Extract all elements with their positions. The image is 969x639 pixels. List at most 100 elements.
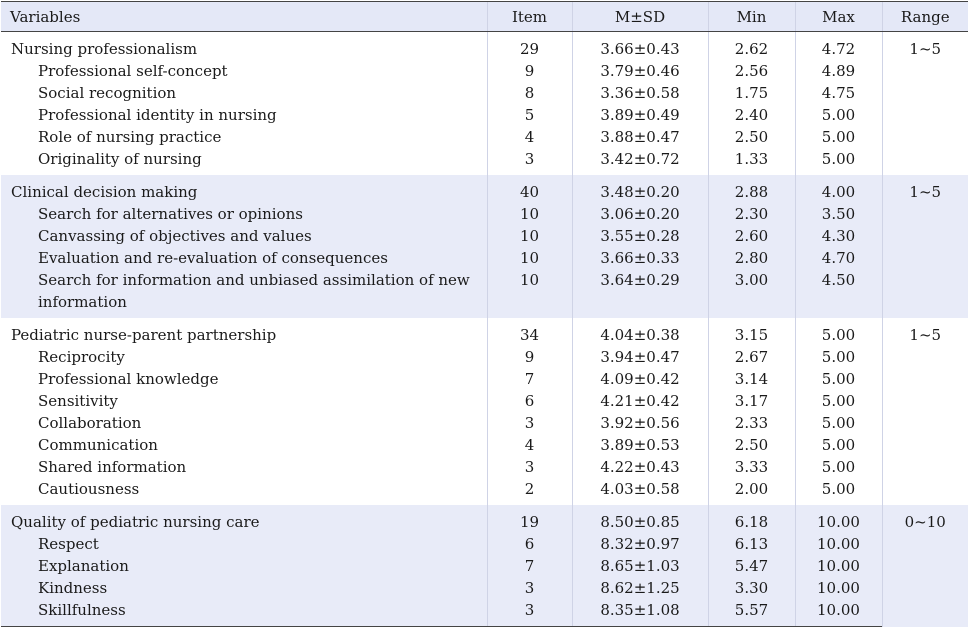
- min-value: 2.40: [707, 104, 795, 126]
- item-count: 9: [486, 346, 572, 368]
- mean-sd: 4.22±0.43: [571, 456, 708, 478]
- header-max: Max: [794, 1, 882, 32]
- header-item: Item: [486, 1, 572, 32]
- max-value: 10.00: [794, 577, 882, 599]
- mean-sd: 8.50±0.85: [571, 505, 708, 533]
- min-value: 2.62: [707, 31, 795, 60]
- subvariable-name: Evaluation and re-evaluation of conseque…: [1, 247, 487, 269]
- mean-sd: 8.62±1.25: [571, 577, 708, 599]
- item-count: 4: [486, 434, 572, 456]
- item-count: 34: [486, 318, 572, 346]
- statistics-table: Variables Item M±SD Min Max Range Nursin…: [1, 1, 968, 627]
- mean-sd: 3.66±0.43: [571, 31, 708, 60]
- subvariable-name: Sensitivity: [38, 392, 118, 410]
- variable-name: Nursing professionalism: [11, 40, 198, 58]
- table-row: Pediatric nurse-parent partnership 34 4.04…: [1, 318, 968, 505]
- mean-sd: 3.48±0.20: [571, 175, 708, 203]
- subvariable-name: Respect: [1, 533, 487, 555]
- header-variables: Variables: [1, 1, 487, 32]
- mean-sd: 3.36±0.58: [571, 82, 708, 104]
- variable-name: Pediatric nurse-parent partnership: [11, 326, 277, 344]
- max-value: 4.75: [794, 82, 882, 104]
- max-value: 5.00: [794, 104, 882, 126]
- min-value: 2.67: [707, 346, 795, 368]
- min-value: 2.50: [707, 126, 795, 148]
- table-row: Search for information and unbiased assi…: [1, 269, 968, 318]
- subvariable-name: Kindness: [1, 577, 487, 599]
- item-count: 3: [486, 599, 572, 627]
- table-row: Shared information 3 4.22±0.43 3.33 5.00: [1, 456, 968, 478]
- max-value: 4.89: [794, 60, 882, 82]
- item-count: 19: [486, 505, 572, 533]
- subvariable-name: Shared information: [38, 458, 187, 476]
- max-value: 4.00: [794, 175, 882, 203]
- max-value: 5.00: [794, 318, 882, 346]
- max-value: 5.00: [794, 478, 882, 505]
- subvariable-name: Canvassing of objectives and values: [1, 225, 487, 247]
- mean-sd: 4.04±0.38: [571, 318, 708, 346]
- subvariable-name: Professional knowledge: [38, 370, 219, 388]
- mean-sd: 8.35±1.08: [571, 599, 708, 627]
- range-value: 1~5: [881, 31, 968, 175]
- table-row: Kindness 3 8.62±1.25 3.30 10.00: [1, 577, 968, 599]
- max-value: 3.50: [794, 203, 882, 225]
- min-value: 3.30: [707, 577, 795, 599]
- mean-sd: 3.94±0.47: [571, 346, 708, 368]
- mean-sd: 4.21±0.42: [571, 390, 708, 412]
- variable-group: Nursing professionalism 29 3.66±0.43 2.62 4.…: [1, 31, 968, 175]
- table-row: Professional self-concept 9 3.79±0.46 2.56 4…: [1, 60, 968, 82]
- table-row: Clinical decision making 40 3.48±0.20 2.88 4…: [1, 175, 968, 318]
- variable-name: Quality of pediatric nursing care: [1, 505, 487, 533]
- table-row: Quality of pediatric nursing care 19 8.50±…: [1, 505, 968, 627]
- max-value: 4.50: [794, 269, 882, 318]
- max-value: 5.00: [794, 390, 882, 412]
- table-row: Respect 6 8.32±0.97 6.13 10.00: [1, 533, 968, 555]
- max-value: 5.00: [794, 368, 882, 390]
- item-count: 40: [486, 175, 572, 203]
- table-row: Evaluation and re-evaluation of conseque…: [1, 247, 968, 269]
- subvariable-name: Professional identity in nursing: [38, 106, 277, 124]
- mean-sd: 3.88±0.47: [571, 126, 708, 148]
- max-value: 4.70: [794, 247, 882, 269]
- table-row: Professional knowledge 7 4.09±0.42 3.14 5.00: [1, 368, 968, 390]
- subvariable-name: Social recognition: [38, 84, 177, 102]
- min-value: 2.60: [707, 225, 795, 247]
- table-row: Sensitivity 6 4.21±0.42 3.17 5.00: [1, 390, 968, 412]
- min-value: 2.33: [707, 412, 795, 434]
- min-value: 2.88: [707, 175, 795, 203]
- subvariable-name: Explanation: [1, 555, 487, 577]
- item-count: 10: [486, 269, 572, 318]
- mean-sd: 3.79±0.46: [571, 60, 708, 82]
- table-row: Skillfulness 3 8.35±1.08 5.57 10.00: [1, 599, 968, 627]
- subvariable-name: Communication: [38, 436, 158, 454]
- mean-sd: 3.55±0.28: [571, 225, 708, 247]
- item-count: 10: [486, 225, 572, 247]
- max-value: 4.72: [794, 31, 882, 60]
- subvariable-name: Search for alternatives or opinions: [1, 203, 487, 225]
- mean-sd: 3.06±0.20: [571, 203, 708, 225]
- header-range: Range: [881, 1, 968, 32]
- item-count: 2: [486, 478, 572, 505]
- subvariable-name: Cautiousness: [38, 480, 140, 498]
- variable-name: Clinical decision making: [1, 175, 487, 203]
- max-value: 10.00: [794, 555, 882, 577]
- range-value: 1~5: [881, 175, 968, 318]
- mean-sd: 8.65±1.03: [571, 555, 708, 577]
- table-row: Explanation 7 8.65±1.03 5.47 10.00: [1, 555, 968, 577]
- max-value: 5.00: [794, 412, 882, 434]
- variable-group: Quality of pediatric nursing care 19 8.50±…: [1, 505, 968, 627]
- min-value: 3.15: [707, 318, 795, 346]
- subvariable-name: Collaboration: [38, 414, 142, 432]
- item-count: 6: [486, 533, 572, 555]
- item-count: 8: [486, 82, 572, 104]
- table-row: Collaboration 3 3.92±0.56 2.33 5.00: [1, 412, 968, 434]
- max-value: 5.00: [794, 126, 882, 148]
- item-count: 10: [486, 203, 572, 225]
- mean-sd: 4.09±0.42: [571, 368, 708, 390]
- min-value: 2.56: [707, 60, 795, 82]
- item-count: 3: [486, 577, 572, 599]
- subvariable-name: Professional self-concept: [38, 62, 228, 80]
- min-value: 2.30: [707, 203, 795, 225]
- table-row: Social recognition 8 3.36±0.58 1.75 4.75: [1, 82, 968, 104]
- header-msd: M±SD: [571, 1, 708, 32]
